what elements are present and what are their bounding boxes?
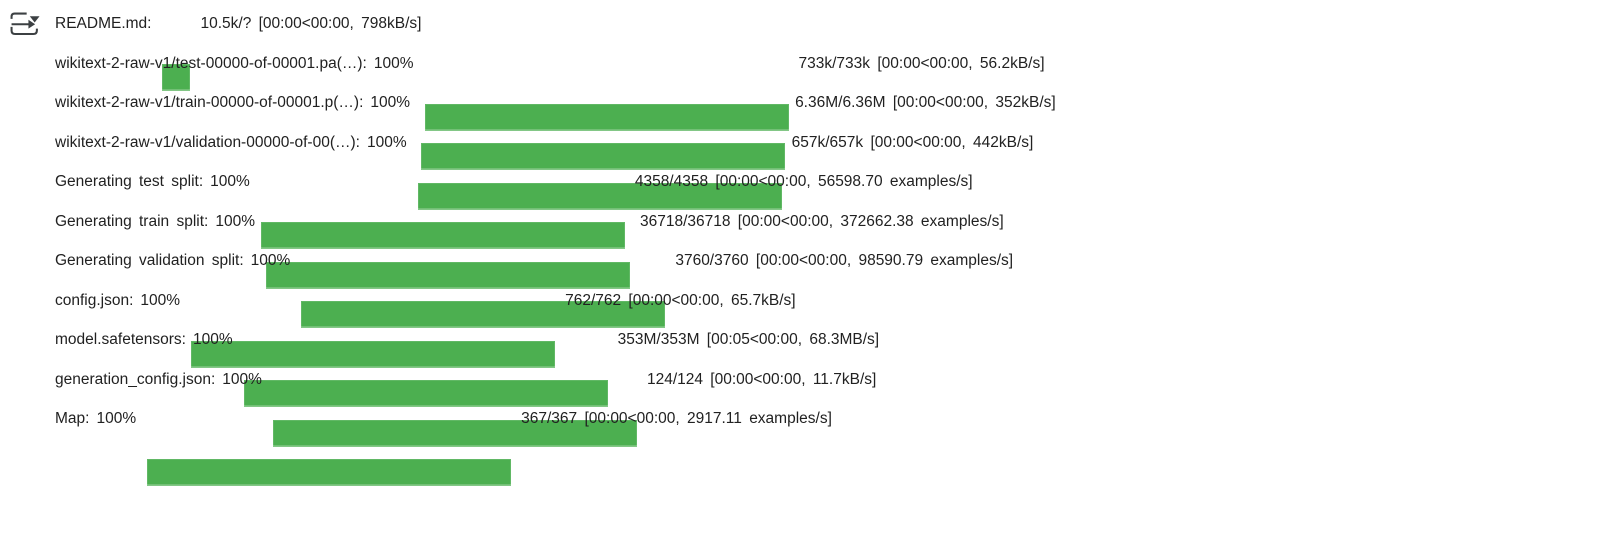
progress-stats: 367/367 [00:00<00:00, 2917.11 examples/s… <box>521 410 832 427</box>
progress-bar <box>147 405 512 486</box>
progress-row: config.json: 100% 762/762 [00:00<00:00, … <box>55 287 1600 368</box>
progress-row: model.safetensors: 100% 353M/353M [00:05… <box>55 326 1600 407</box>
progress-bar <box>191 287 556 368</box>
progress-row: generation_config.json: 100% 124/124 [00… <box>55 366 1600 447</box>
progress-bar-fill <box>191 340 556 368</box>
progress-bar <box>265 208 630 289</box>
progress-stats: 3760/3760 [00:00<00:00, 98590.79 example… <box>675 252 1014 269</box>
progress-label: Map: <box>55 410 90 427</box>
progress-bar <box>424 50 789 131</box>
progress-bar <box>301 247 666 328</box>
cell-output-toggle-icon <box>10 12 40 36</box>
progress-bar-fill <box>424 103 789 131</box>
progress-stats: 4358/4358 [00:00<00:00, 56598.70 example… <box>634 173 973 190</box>
progress-bar <box>421 89 786 170</box>
progress-bar <box>272 366 637 447</box>
progress-percent: 100% <box>140 291 181 309</box>
progress-percent: 100% <box>215 212 255 230</box>
progress-bar-fill <box>421 143 786 170</box>
progress-bar <box>243 326 608 407</box>
progress-bar-fill <box>243 380 608 407</box>
progress-bar-fill <box>162 64 191 91</box>
progress-bar-fill <box>301 301 666 328</box>
progress-label: wikitext-2-raw-v1/train-00000-of-00001.p… <box>55 94 364 111</box>
progress-list: README.md: 10.5k/? [00:00<00:00, 798kB/s… <box>55 10 1600 486</box>
progress-label: config.json: <box>55 291 134 309</box>
progress-label: wikitext-2-raw-v1/validation-00000-of-00… <box>55 133 360 151</box>
progress-stats: 733k/733k [00:00<00:00, 56.2kB/s] <box>798 54 1045 72</box>
progress-row: wikitext-2-raw-v1/test-00000-of-00001.pa… <box>55 50 1600 131</box>
cell-output-toggle-button[interactable] <box>8 7 40 37</box>
progress-row: wikitext-2-raw-v1/validation-00000-of-00… <box>55 129 1600 210</box>
progress-bar-fill <box>265 261 630 289</box>
progress-stats: 36718/36718 [00:00<00:00, 372662.38 exam… <box>639 212 1004 230</box>
progress-percent: 100% <box>96 410 137 427</box>
progress-percent: 100% <box>210 173 250 190</box>
progress-stats: 762/762 [00:00<00:00, 65.7kB/s] <box>565 291 796 309</box>
progress-stats: 6.36M/6.36M [00:00<00:00, 352kB/s] <box>795 94 1056 111</box>
progress-bar-fill <box>272 419 637 447</box>
progress-bar <box>417 129 782 210</box>
progress-percent: 100% <box>370 94 411 111</box>
progress-bar <box>260 168 625 249</box>
progress-label: generation_config.json: <box>55 370 216 388</box>
progress-percent: 100% <box>366 133 407 151</box>
progress-percent: 100% <box>222 370 262 388</box>
progress-bar-fill <box>260 222 625 249</box>
progress-stats: 353M/353M [00:05<00:00, 68.3MB/s] <box>617 331 880 348</box>
progress-percent: 100% <box>373 54 414 72</box>
progress-percent: 100% <box>250 252 291 269</box>
progress-row: wikitext-2-raw-v1/train-00000-of-00001.p… <box>55 89 1600 170</box>
progress-bar <box>162 10 191 91</box>
progress-row: Generating test split: 100% 4358/4358 [0… <box>55 168 1600 249</box>
progress-row: Map: 100% 367/367 [00:00<00:00, 2917.11 … <box>55 405 1600 486</box>
progress-bar-fill <box>147 459 512 486</box>
progress-row: Generating train split: 100% 36718/36718… <box>55 208 1600 289</box>
progress-label: wikitext-2-raw-v1/test-00000-of-00001.pa… <box>55 54 367 72</box>
progress-percent: 100% <box>192 331 233 348</box>
progress-stats: 10.5k/? [00:00<00:00, 798kB/s] <box>200 15 422 32</box>
progress-label: model.safetensors: <box>55 331 186 348</box>
progress-row: Generating validation split: 100% 3760/3… <box>55 247 1600 328</box>
progress-label: Generating test split: <box>55 173 204 190</box>
progress-stats: 657k/657k [00:00<00:00, 442kB/s] <box>791 133 1034 151</box>
progress-bar-fill <box>417 182 782 210</box>
output-gutter <box>8 7 40 37</box>
progress-label: Generating train split: <box>55 212 209 230</box>
progress-label: README.md: <box>55 15 152 32</box>
progress-label: Generating validation split: <box>55 252 244 269</box>
progress-row: README.md: 10.5k/? [00:00<00:00, 798kB/s… <box>55 10 1600 91</box>
progress-stats: 124/124 [00:00<00:00, 11.7kB/s] <box>646 370 877 388</box>
